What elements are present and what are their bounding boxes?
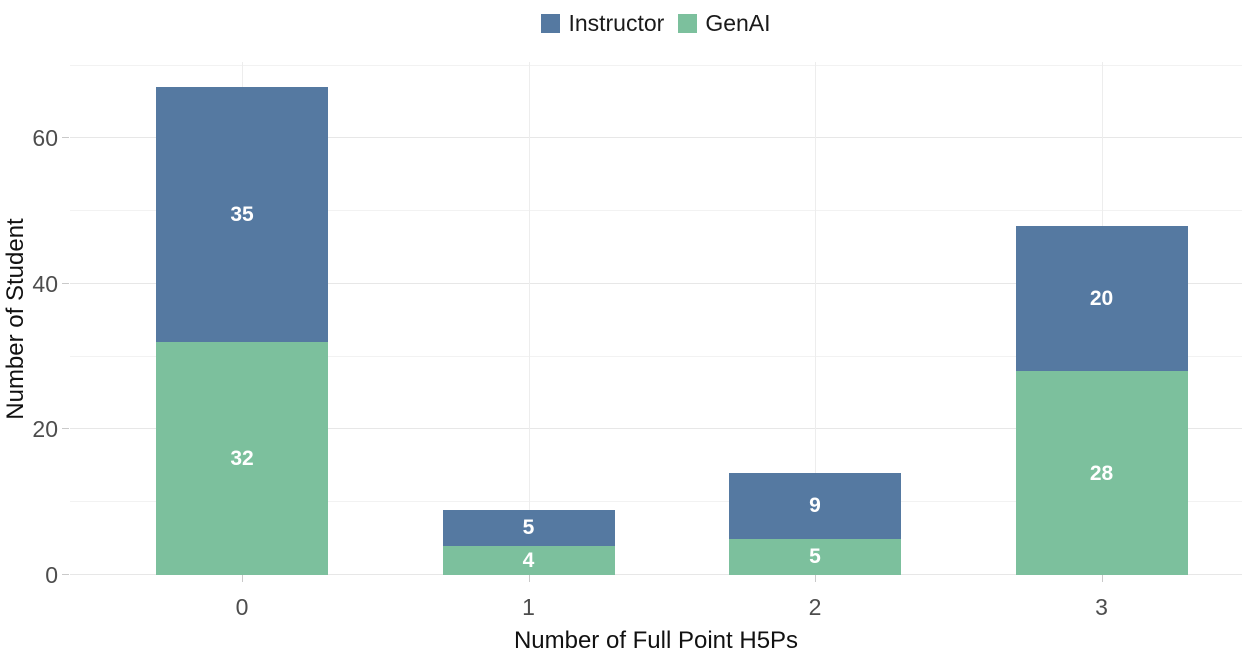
grid-line-minor: [70, 355, 1242, 357]
grid-line-major: [70, 428, 1242, 430]
grid-line-minor: [70, 210, 1242, 212]
plot-area: 32 35 4 5 5 9 28 20: [62, 62, 1242, 582]
legend-label: Instructor: [568, 10, 665, 36]
bar-segment-instructor: 5: [442, 509, 615, 546]
bar-value-label: 9: [809, 494, 821, 518]
x-tick-mark: [528, 575, 530, 582]
grid-line-major: [70, 137, 1242, 139]
x-axis-title: Number of Full Point H5Ps: [513, 627, 799, 654]
bar-value-label: 20: [1089, 287, 1114, 310]
y-tick-mark: [62, 137, 69, 139]
legend: Instructor GenAI: [70, 12, 1242, 35]
bar-value-label: 28: [1089, 461, 1114, 485]
x-tick-mark: [242, 575, 243, 582]
x-tick-label: 3: [1095, 594, 1108, 620]
grid-line-minor: [70, 64, 1242, 66]
y-tick-mark: [62, 428, 69, 430]
legend-item-genai: GenAI: [678, 10, 771, 36]
x-tick-mark: [815, 575, 816, 582]
y-tick-label: 40: [32, 270, 58, 297]
grid-line-vertical: [815, 62, 816, 575]
bar-value-label: 4: [522, 548, 535, 572]
y-tick-mark: [62, 574, 69, 575]
legend-item-instructor: Instructor: [541, 12, 664, 35]
legend-label: GenAI: [705, 10, 771, 36]
bar-segment-genai: 5: [729, 538, 901, 575]
grid-line-vertical: [528, 62, 530, 575]
bar-value-label: 32: [230, 447, 254, 471]
bar-value-label: 5: [522, 516, 535, 540]
bar-segment-genai: 32: [156, 342, 328, 575]
y-axis-title: Number of Student: [2, 218, 29, 420]
y-tick-label: 0: [45, 562, 58, 588]
legend-swatch-instructor: [541, 14, 561, 33]
y-tick-label: 60: [32, 125, 58, 152]
x-tick-label: 1: [522, 594, 535, 620]
legend-swatch-genai: [678, 14, 698, 33]
bar-value-label: 35: [230, 203, 254, 227]
grid-line-major: [70, 574, 1242, 575]
bar-segment-instructor: 9: [729, 473, 901, 539]
bar-segment-genai: 4: [442, 545, 615, 575]
x-tick-label: 2: [808, 594, 822, 620]
bar-value-label: 5: [809, 545, 821, 569]
grid-line-minor: [70, 501, 1242, 503]
y-tick-mark: [62, 282, 69, 284]
bar-segment-instructor: 35: [156, 87, 328, 343]
x-tick-mark: [1101, 575, 1103, 582]
x-tick-label: 0: [235, 594, 249, 620]
bar-segment-genai: 28: [1015, 371, 1188, 575]
bar-segment-instructor: 20: [1015, 225, 1188, 372]
grid-line-major: [70, 282, 1242, 284]
y-tick-label: 20: [32, 416, 58, 443]
